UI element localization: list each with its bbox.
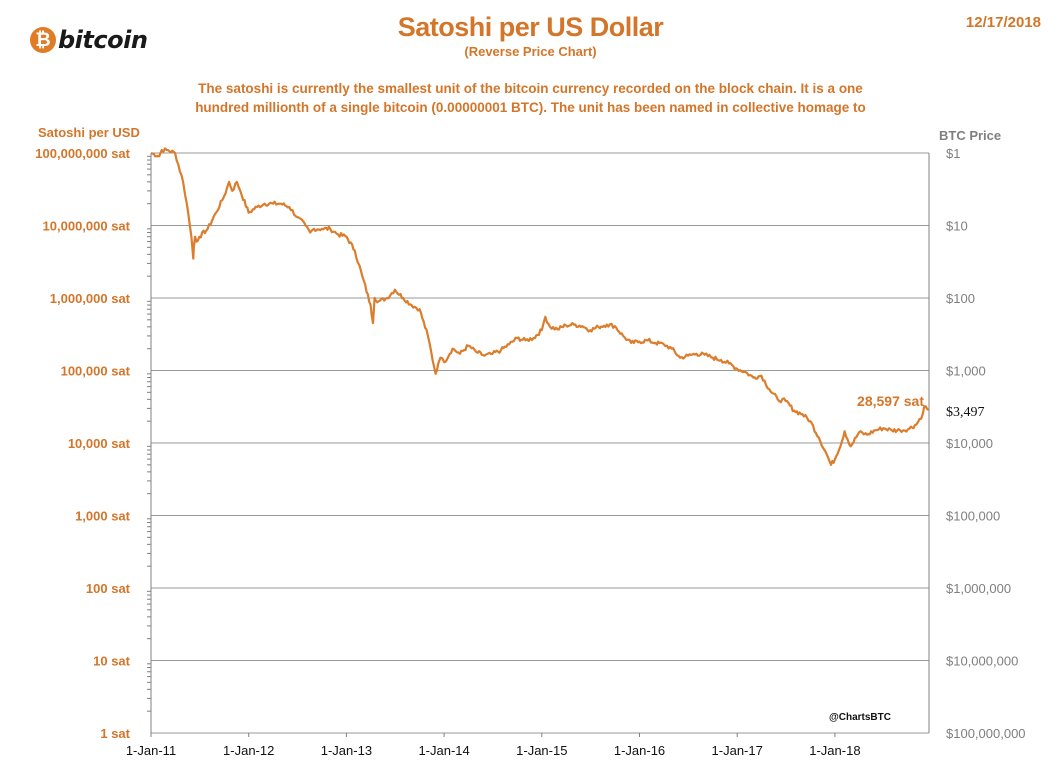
y-tick-label-right: $10: [946, 219, 968, 234]
y-tick-label-right: $10,000: [946, 436, 993, 451]
y-tick-label-right: $1: [946, 146, 960, 161]
x-tick-label: 1-Jan-13: [321, 743, 372, 758]
x-tick-label: 1-Jan-16: [614, 743, 665, 758]
y-tick-label-left: 100,000 sat: [61, 364, 131, 379]
y-tick-label-right: $100,000,000: [946, 726, 1026, 741]
y-tick-label-right: $100,000: [946, 509, 1000, 524]
page-title: Satoshi per US Dollar: [397, 12, 664, 42]
x-tick-label: 1-Jan-15: [516, 743, 567, 758]
x-tick-label: 1-Jan-14: [418, 743, 469, 758]
y-tick-label-right: $1,000,000: [946, 581, 1011, 596]
y-tick-label-left: 1,000 sat: [75, 509, 131, 524]
x-tick-label: 1-Jan-17: [712, 743, 763, 758]
y-tick-label-left: 100 sat: [86, 581, 131, 596]
y-tick-label-left: 1 sat: [100, 726, 130, 741]
description-line-1: The satoshi is currently the smallest un…: [198, 81, 863, 96]
y-tick-label-left: 1,000,000 sat: [50, 291, 131, 306]
satoshi-series-line: [150, 147, 930, 466]
description-line-2: hundred millionth of a single bitcoin (0…: [195, 100, 866, 115]
last-price-label: $3,497: [946, 405, 985, 420]
y-tick-label-right: $10,000,000: [946, 654, 1018, 669]
x-tick-label: 1-Jan-12: [223, 743, 274, 758]
bitcoin-logo: ₿ bitcoin: [30, 26, 148, 54]
left-axis-title: Satoshi per USD: [38, 125, 140, 140]
right-axis-title: BTC Price: [939, 128, 1001, 143]
y-tick-label-right: $100: [946, 291, 975, 306]
credit-label: @ChartsBTC: [829, 712, 891, 723]
y-tick-label-left: 10,000 sat: [68, 436, 131, 451]
y-tick-label-left: 10,000,000 sat: [43, 219, 131, 234]
y-tick-label-left: 100,000,000 sat: [35, 146, 130, 161]
x-tick-label: 1-Jan-11: [126, 743, 176, 758]
y-tick-label-right: $1,000: [946, 364, 986, 379]
description: The satoshi is currently the smallest un…: [100, 79, 961, 117]
bitcoin-wordmark: bitcoin: [58, 26, 148, 54]
page-subtitle: (Reverse Price Chart): [464, 44, 597, 59]
x-tick-label: 1-Jan-18: [809, 743, 860, 758]
bitcoin-coin-icon: ₿: [30, 27, 56, 53]
last-value-label: 28,597 sat: [857, 393, 924, 409]
y-tick-label-left: 10 sat: [93, 654, 131, 669]
chart-date: 12/17/2018: [965, 14, 1041, 31]
